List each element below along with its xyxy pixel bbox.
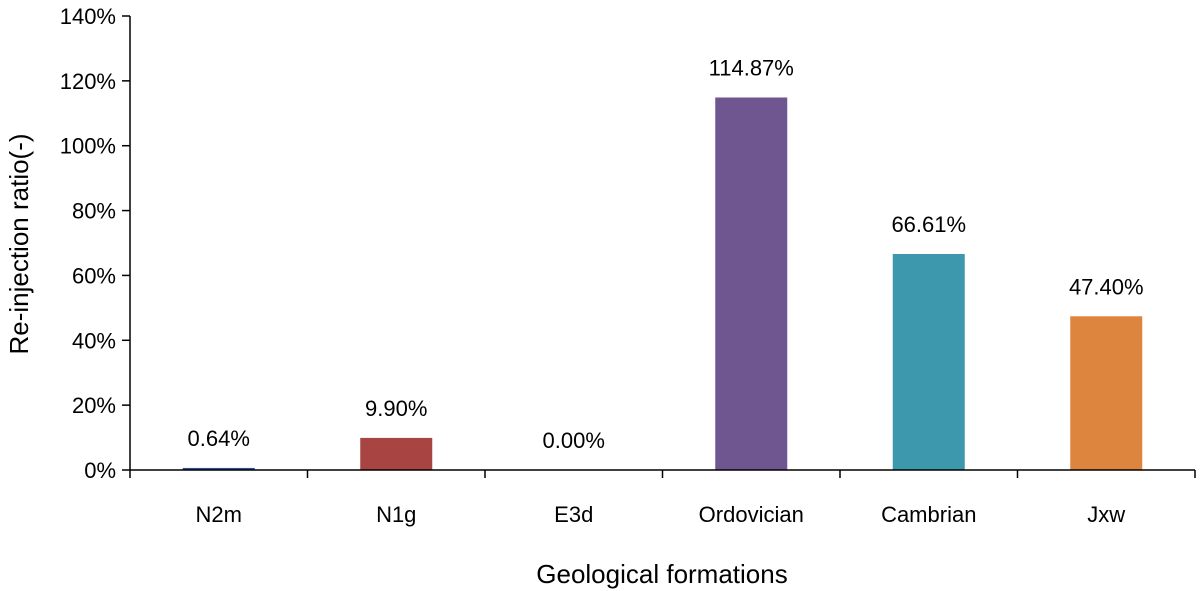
bar-n1g xyxy=(360,437,433,470)
bar-jxw xyxy=(1070,316,1143,470)
x-tick-label: N1g xyxy=(376,502,416,527)
y-tick-label: 20% xyxy=(72,393,116,418)
data-label: 66.61% xyxy=(891,212,966,237)
plot-area: 0% 20% 40% 60% 80% 100% 120% 140% N2m N1g E3d Ordov… xyxy=(60,4,1196,527)
x-tick-label: Jxw xyxy=(1087,502,1125,527)
x-tick-label: N2m xyxy=(196,502,242,527)
y-tick-label: 80% xyxy=(72,199,116,224)
data-label: 114.87% xyxy=(709,55,794,80)
x-tick-label: Ordovician xyxy=(699,502,804,527)
data-label: 0.64% xyxy=(188,426,250,451)
y-tick-label: 120% xyxy=(60,69,116,94)
y-tick-label: 60% xyxy=(72,263,116,288)
y-axis-title: Re-injection ratio(-) xyxy=(4,133,34,354)
y-tick-label: 0% xyxy=(84,458,116,483)
x-axis-title: Geological formations xyxy=(536,559,787,589)
bar-n2m xyxy=(182,467,255,470)
bar-ordovician xyxy=(715,97,788,471)
y-tick-label: 100% xyxy=(60,134,116,159)
x-tick-label: E3d xyxy=(554,502,593,527)
data-label: 9.90% xyxy=(365,396,427,421)
y-tick-label: 40% xyxy=(72,328,116,353)
x-tick-label: Cambrian xyxy=(881,502,976,527)
y-tick-label: 140% xyxy=(60,4,116,29)
data-label: 0.00% xyxy=(543,428,605,453)
data-label: 47.40% xyxy=(1069,274,1144,299)
bar-cambrian xyxy=(892,253,965,470)
